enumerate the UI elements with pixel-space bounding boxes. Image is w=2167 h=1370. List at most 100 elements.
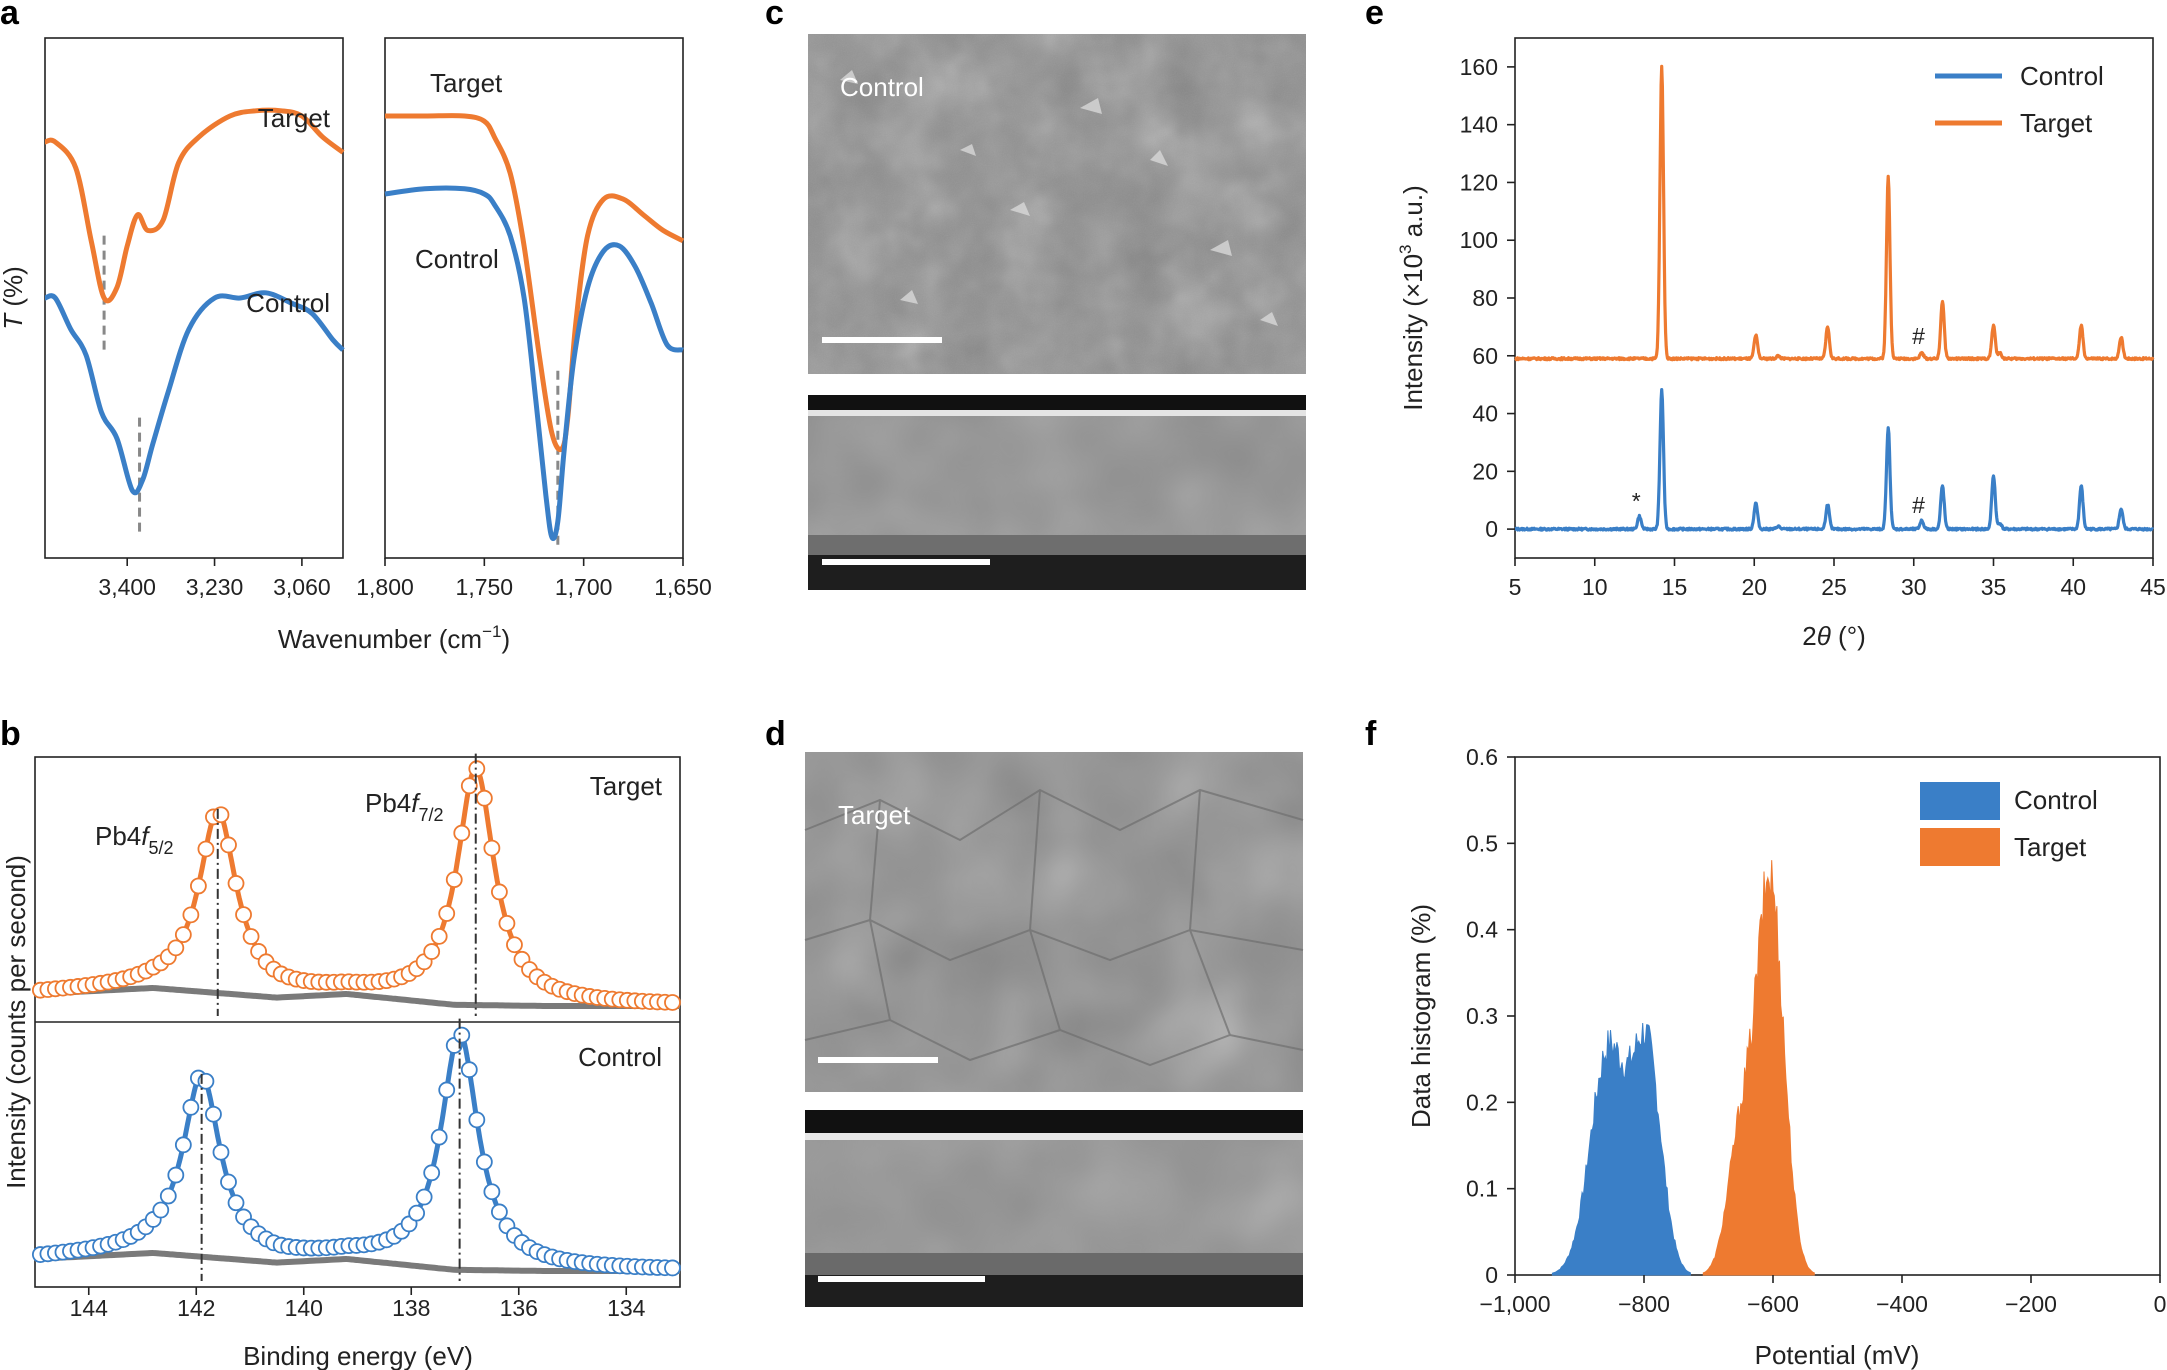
panel-e-ytick-label-7: 140 [1460, 112, 1498, 138]
panel-e: * # #5 10 15 20 25 30 35 40 45 0 20 40 60 80 100 120 140 16… [1396, 37, 2166, 651]
panel-b-annotation-pb4f72: Pb4f7/2 [365, 788, 444, 825]
panel-a-ylabel-italic: T [0, 312, 28, 330]
panel-b-target-point-26 [227, 875, 245, 892]
panel-b-target-point-54 [438, 905, 456, 922]
panel-b-annotation-pb4f52: Pb4f5/2 [95, 821, 174, 858]
panel-b-target-point-57 [460, 777, 478, 795]
sem-target-cross-section [805, 1110, 1303, 1307]
panel-b-target-point-19 [174, 926, 192, 944]
sem-target-top-texture [805, 752, 1303, 1092]
sem-grain-1 [840, 70, 858, 84]
sem-control-cross-section [808, 395, 1306, 590]
panel-b-pb4f52-sub: 5/2 [149, 838, 174, 858]
panel-f-control-histogram [1551, 1022, 1691, 1276]
panel-b-target-background [34, 984, 680, 1009]
panel-b-target-point-62 [498, 914, 516, 932]
panel-e-ytick-label-8: 160 [1460, 54, 1498, 80]
panel-letter-a: a [0, 0, 20, 32]
panel-f-ytick-label-4: 0.4 [1466, 917, 1498, 943]
panel-b-control-point-84 [664, 1259, 681, 1277]
panel-letter-c: c [765, 0, 784, 32]
panel-a-right-plot: 1,800 1,750 1,700 1,650 [356, 113, 712, 600]
panel-b-target-point-25 [220, 836, 237, 854]
sem-grain-3 [1210, 240, 1232, 256]
panel-b-xtick-label-2: 140 [285, 1295, 323, 1321]
panel-e-ylabel-text: Intensity (×10 [1398, 254, 1428, 411]
panel-e-plot: * # #5 10 15 20 25 30 35 40 45 0 20 40 60 80 100 120 140 16… [1460, 54, 2166, 600]
panel-b-target-point-20 [182, 906, 200, 924]
sem-boundary-5 [1028, 789, 1061, 1031]
panel-a-right-xtick-label-3: 1,650 [654, 574, 712, 600]
panel-f-ytick-label-3: 0.3 [1466, 1003, 1498, 1029]
panel-letter-d: d [765, 715, 786, 753]
panel-b-control-point-56 [453, 1026, 471, 1044]
panel-f: −1,000 −800 −600 −400 −200 0 0 0.1 0.2 0.3 0.4 0.5 0… [1406, 744, 2166, 1370]
panel-f-ylabel: Data histogram (%) [1406, 904, 1436, 1128]
panel-b-target-point-24 [212, 806, 230, 824]
sem-control-cs-surface [808, 410, 1306, 416]
panel-a-right-xtick-label-1: 1,750 [456, 574, 514, 600]
panel-b-control-point-51 [415, 1188, 433, 1206]
panel-e-ylabel-sup: 3 [1396, 244, 1415, 253]
panel-b-target-point-28 [242, 928, 260, 945]
panel-b-control-point-24 [212, 1143, 230, 1161]
panel-b-control-point-23 [205, 1105, 222, 1123]
panel-f-xtick-label-3: −400 [1876, 1291, 1928, 1317]
panel-b: 144 142 140 138 136 134 Intensity (counts per… [1, 753, 681, 1370]
sem-target-top-view: Target [804, 752, 1304, 1092]
panel-b-target-point-63 [506, 936, 523, 954]
panel-e-xlabel: 2θ (°) [1802, 621, 1866, 651]
sem-control-top-noise [808, 34, 1306, 374]
sem-target-label: Target [838, 800, 911, 830]
sem-grain-8 [960, 144, 976, 156]
panel-e-annotation-0: * [1632, 488, 1641, 514]
panel-e-ytick-label-3: 60 [1472, 343, 1498, 369]
panel-b-xtick-label-5: 134 [607, 1295, 646, 1321]
panel-e-legend-target: Target [2020, 108, 2093, 138]
sem-target-grain-boundaries [804, 788, 1304, 1067]
panel-b-label-target: Target [590, 771, 663, 801]
sem-grain-4 [900, 290, 918, 304]
panel-a-right-label-control: Control [415, 244, 499, 274]
sem-target-cs-texture [805, 1133, 1303, 1253]
panel-letter-e: e [1365, 0, 1384, 32]
panel-b-target-point-61 [490, 883, 508, 901]
panel-a-right-label-target: Target [430, 68, 503, 98]
sem-control-bright-grains [840, 70, 1278, 326]
panel-b-pb4f72-sub: 7/2 [419, 805, 444, 825]
panel-b-control-point-59 [475, 1153, 493, 1171]
panel-f-legend-target-swatch [1920, 828, 2000, 866]
panel-f-legend-control-swatch [1920, 782, 2000, 820]
panel-f-ytick-label-0: 0 [1485, 1262, 1498, 1288]
panel-a-left-label-control: Control [246, 288, 330, 318]
panel-b-control-point-17 [159, 1187, 177, 1205]
panel-e-xtick-label-0: 5 [1509, 574, 1522, 600]
panel-a-right-xtick-label-0: 1,800 [356, 574, 414, 600]
panel-b-pb4f72-f: f [411, 788, 421, 818]
sem-control-label: Control [840, 72, 924, 102]
sem-grain-2 [1080, 98, 1102, 114]
panel-e-xtick-label-5: 30 [1901, 574, 1927, 600]
panel-b-plot: 144 142 140 138 136 134 [31, 753, 681, 1321]
panel-e-annotation-1: # [1912, 492, 1925, 518]
panel-b-target-point-27 [235, 906, 252, 924]
panel-f-xtick-label-1: −800 [1618, 1291, 1670, 1317]
panel-f-xlabel: Potential (mV) [1755, 1340, 1920, 1370]
panel-b-xtick-label-1: 142 [177, 1295, 215, 1321]
panel-f-legend-target: Target [2014, 832, 2087, 862]
panel-b-control-point-50 [408, 1204, 426, 1222]
panel-b-control-point-20 [182, 1098, 200, 1116]
panel-b-control-point-52 [423, 1164, 441, 1182]
panel-b-control-point-19 [174, 1136, 192, 1154]
panel-a-right-xtick-label-2: 1,700 [555, 574, 613, 600]
panel-e-xtick-label-6: 35 [1981, 574, 2007, 600]
panel-e-xtick-label-8: 45 [2140, 574, 2166, 600]
sem-grain-5 [1010, 202, 1030, 216]
panel-e-xlabel-pre: 2 [1802, 621, 1816, 651]
sem-grain-7 [1260, 312, 1278, 326]
panel-b-label-control: Control [578, 1042, 662, 1072]
panel-e-xtick-label-1: 10 [1582, 574, 1608, 600]
panel-a-xlabel-sup: −1 [482, 622, 501, 641]
panel-f-plot: −1,000 −800 −600 −400 −200 0 0 0.1 0.2 0.3 0.4 0.5 0… [1466, 744, 2166, 1317]
panel-e-control-line [1513, 388, 2155, 532]
